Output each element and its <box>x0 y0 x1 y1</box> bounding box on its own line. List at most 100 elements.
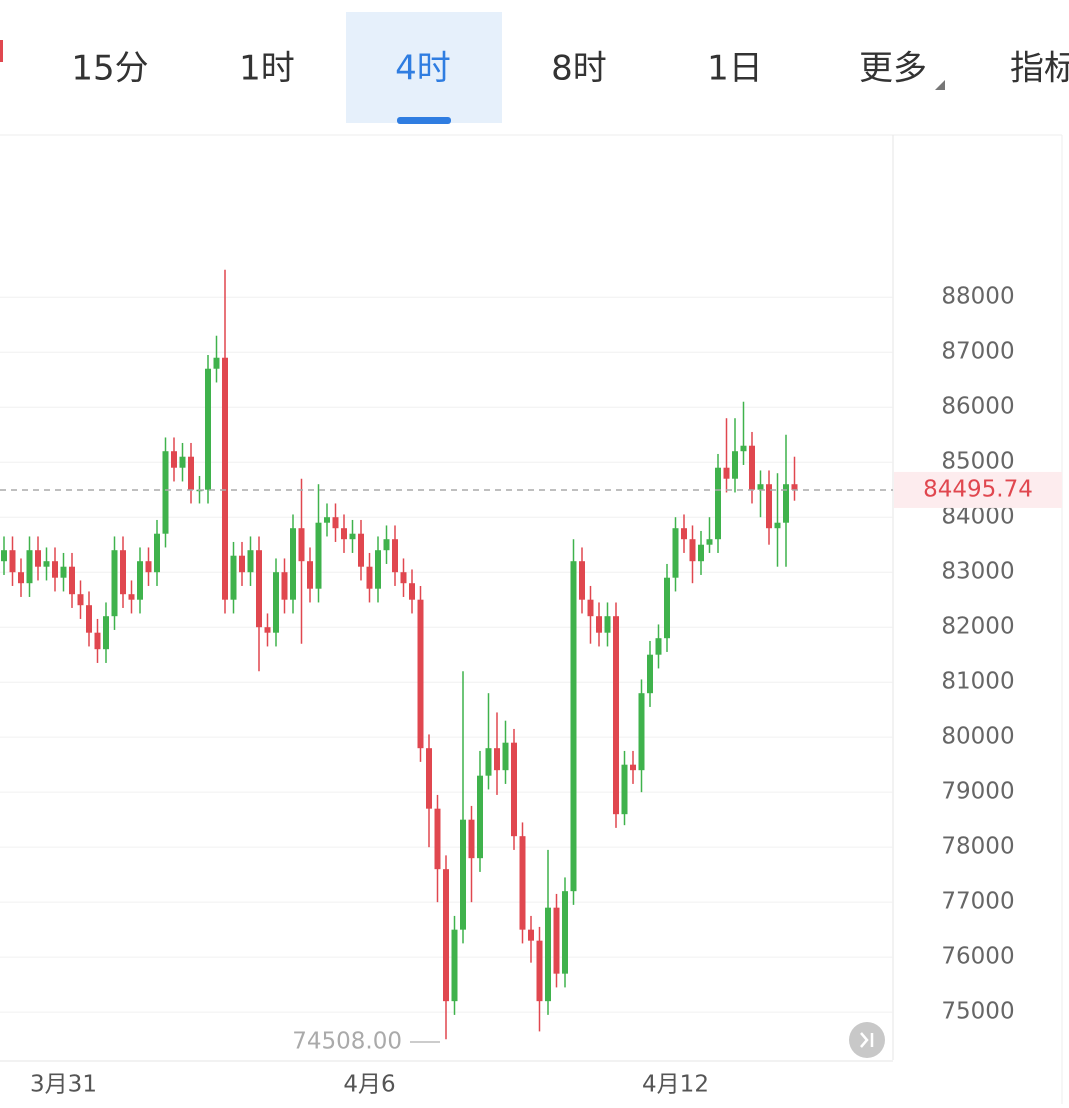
candle-body <box>579 561 585 600</box>
candle-body <box>341 528 347 540</box>
y-tick-label: 77000 <box>941 889 1014 915</box>
candle-body <box>706 539 713 545</box>
candle-body <box>715 467 721 540</box>
candle-body <box>545 907 551 1002</box>
candle-body <box>494 748 500 771</box>
y-tick-label: 79000 <box>941 779 1014 805</box>
tab[interactable]: 指标 <box>1010 49 1069 89</box>
candle-body <box>443 869 449 1002</box>
candle-body <box>613 616 619 815</box>
candle-body <box>26 550 33 584</box>
y-tick-label: 80000 <box>941 724 1014 750</box>
candle-body <box>485 748 492 776</box>
y-tick-label: 82000 <box>941 614 1014 640</box>
candle-body <box>528 929 534 941</box>
candle-body <box>315 522 322 589</box>
candle-body <box>672 528 679 578</box>
y-tick-label: 83000 <box>941 559 1014 585</box>
candle-body <box>383 539 390 551</box>
candle-body <box>222 357 228 600</box>
candle-body <box>511 742 517 837</box>
candle-body <box>154 533 160 573</box>
candle-body <box>35 550 41 567</box>
candle-body <box>179 456 186 468</box>
candle-body <box>604 616 611 633</box>
candle-body <box>630 764 636 771</box>
candle-body <box>417 599 424 749</box>
y-tick-label: 87000 <box>941 339 1014 365</box>
candle-body <box>426 748 432 809</box>
low-marker-label: 74508.00 <box>292 1029 402 1055</box>
tab[interactable]: 更多 <box>859 49 927 89</box>
candle-body <box>536 940 543 1002</box>
candle-body <box>52 561 58 578</box>
candle-body <box>290 528 296 600</box>
candle-body <box>562 891 568 974</box>
candle-body <box>188 456 194 490</box>
candle-body <box>18 572 24 584</box>
candle-body <box>205 368 211 490</box>
candle-body <box>434 808 441 870</box>
scroll-end-icon <box>860 1032 874 1048</box>
candle-body <box>596 616 602 633</box>
tab[interactable]: 1时 <box>239 49 295 89</box>
candle-body <box>698 544 704 562</box>
candle-body <box>9 550 16 573</box>
candle-body <box>638 693 645 771</box>
candle-body <box>655 638 662 655</box>
tab[interactable]: 4时 <box>395 49 451 89</box>
candle-body <box>77 594 84 606</box>
candle-body <box>468 819 475 859</box>
candle-body <box>392 539 398 573</box>
y-tick-label: 85000 <box>941 449 1014 475</box>
tab[interactable]: 8时 <box>551 49 607 89</box>
candle-body <box>281 572 288 600</box>
candle-body <box>570 561 577 892</box>
candle-body <box>256 550 262 628</box>
candle-body <box>740 445 747 452</box>
candle-body <box>247 550 254 573</box>
candle-body <box>409 583 415 600</box>
active-tab-bg <box>346 12 502 123</box>
candle-body <box>171 451 177 468</box>
candle-body <box>689 539 696 562</box>
y-tick-label: 81000 <box>941 669 1014 695</box>
candle-body <box>664 577 670 639</box>
candle-body <box>766 484 772 529</box>
y-tick-label: 75000 <box>941 999 1014 1025</box>
candle-body <box>298 528 305 562</box>
candle-body <box>460 819 466 930</box>
candle-body <box>791 484 798 490</box>
candle-body <box>349 533 356 540</box>
candle-body <box>451 929 458 1002</box>
candle-body <box>358 533 364 567</box>
candle-body <box>774 522 781 529</box>
plot: 75000 76000 77000 78000 79000 80000 81000 82000… <box>0 269 1062 1098</box>
x-tick-label: 3月31 <box>30 1072 97 1098</box>
tab[interactable]: 1日 <box>707 49 763 89</box>
x-tick-label: 4月12 <box>642 1072 709 1098</box>
last-price-label: 84495.74 <box>923 476 1033 502</box>
candle-body <box>519 836 526 930</box>
y-tick-label: 88000 <box>941 284 1014 310</box>
candle-body <box>477 775 483 859</box>
candle-body <box>230 555 237 600</box>
candle-body <box>732 451 738 479</box>
candle-body <box>120 550 126 595</box>
candle-body <box>749 445 755 490</box>
candle-body <box>324 517 330 523</box>
candle-body <box>273 572 279 633</box>
candle-body <box>213 357 220 369</box>
y-tick-label: 78000 <box>941 834 1014 860</box>
tab-bar: 15分 1时 4时 8时 1日 更多 指标 <box>71 49 1069 89</box>
candle-body <box>587 599 594 617</box>
candle-body <box>103 616 109 650</box>
candle-body <box>111 550 118 617</box>
tab[interactable]: 15分 <box>71 49 148 89</box>
candle-body <box>723 467 730 479</box>
candle-body <box>621 764 628 815</box>
candle-body <box>1 550 7 562</box>
y-tick-label: 86000 <box>941 394 1014 420</box>
candle-body <box>264 627 271 633</box>
